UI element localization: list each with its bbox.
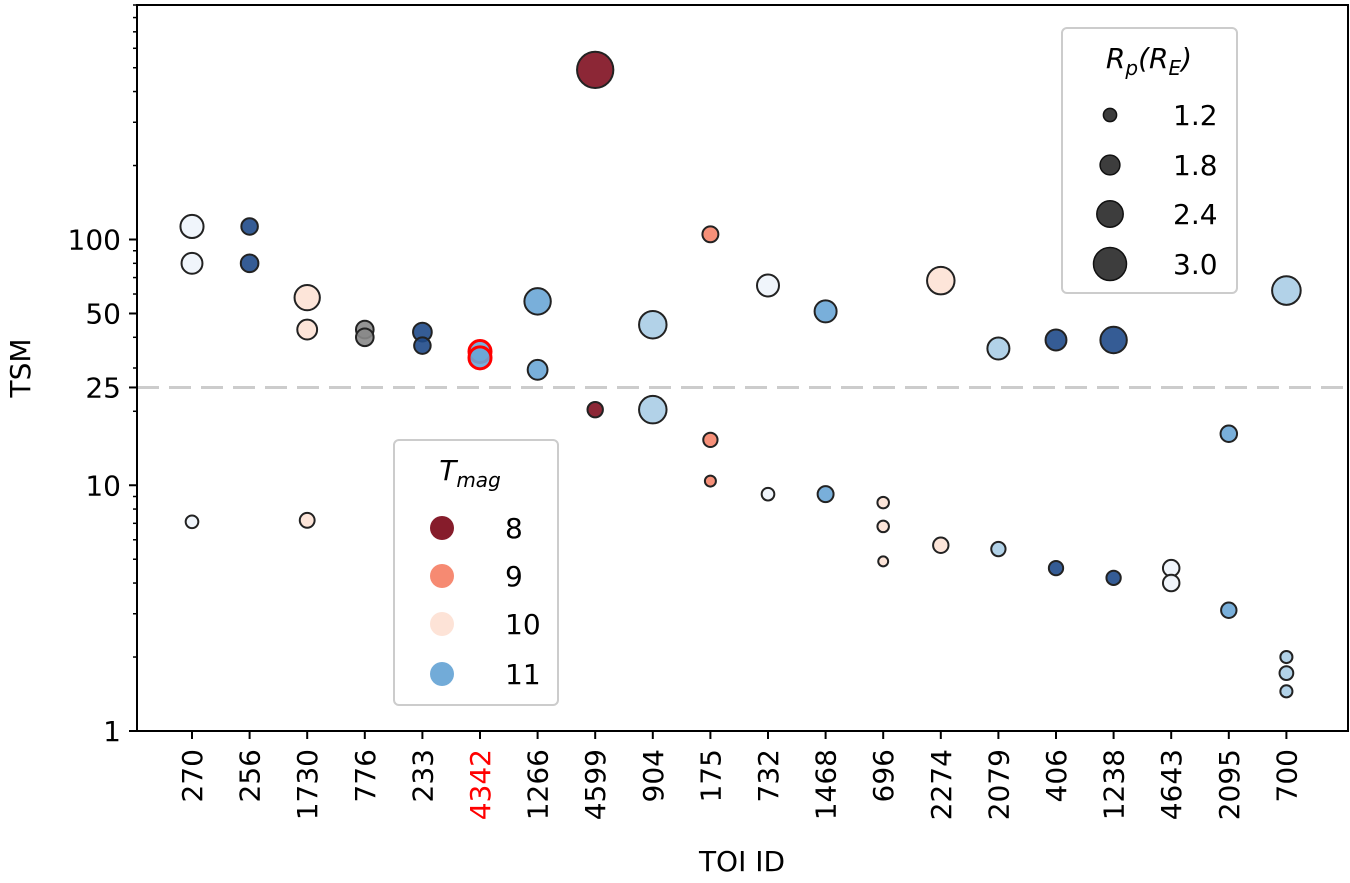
x-tick-label-175: 175	[694, 749, 727, 802]
data-point-toi-270	[180, 251, 204, 275]
data-point-toi-233	[413, 336, 432, 355]
legend-rp-title: Rp(RE)	[1106, 42, 1192, 80]
data-point-toi-175	[701, 225, 720, 244]
x-tick-label-233: 233	[406, 749, 439, 802]
legend-rp-label: 1.2	[1173, 99, 1218, 132]
legend-tmag-marker	[430, 564, 454, 588]
legend-tmag-marker	[430, 516, 454, 540]
legend-rp-marker	[1092, 246, 1128, 282]
data-point-toi-1730	[296, 318, 319, 341]
legend-tmag-label: 10	[505, 608, 541, 641]
legend-rp-label: 2.4	[1173, 198, 1218, 231]
data-point-toi-1238	[1105, 569, 1122, 586]
data-point-toi-2079	[986, 336, 1011, 361]
data-point-toi-1730	[298, 511, 316, 529]
data-point-toi-700	[1279, 649, 1294, 665]
legend-tmag-entries: 8 9 10 11	[430, 512, 541, 691]
y-axis-label: TSM	[4, 338, 37, 398]
data-points	[179, 50, 1302, 699]
y-tick-label: 10	[85, 469, 121, 502]
y-tick-label: 25	[85, 371, 121, 404]
data-point-toi-2274	[926, 265, 956, 296]
x-tick-label-406: 406	[1040, 749, 1073, 802]
x-tick-label-256: 256	[234, 749, 267, 802]
y-tick-label: 50	[85, 297, 121, 330]
x-tick-label-700: 700	[1270, 749, 1303, 802]
data-point-toi-732	[756, 273, 780, 298]
data-point-toi-270	[179, 213, 205, 240]
plot-frame	[136, 4, 1349, 732]
legend-planet-radius: Rp(RE) 1.2 1.8 2.4 3.0	[1061, 27, 1238, 294]
legend-tmag-marker	[430, 662, 454, 686]
data-point-toi-270	[184, 514, 200, 530]
data-point-toi-175	[702, 431, 719, 449]
legend-tmag-title: Tmag	[439, 454, 501, 492]
legend-rp-marker	[1096, 200, 1124, 228]
data-point-toi-406	[1044, 328, 1068, 352]
data-point-toi-1468	[816, 485, 835, 504]
data-point-toi-732	[760, 486, 776, 502]
data-point-toi-4342	[467, 345, 493, 371]
data-point-toi-700	[1271, 275, 1302, 306]
x-tick-label-2079: 2079	[982, 749, 1015, 820]
data-point-toi-696	[876, 519, 890, 534]
legend-tmag-label: 9	[505, 560, 523, 593]
data-point-toi-1266	[523, 287, 552, 316]
data-point-toi-1468	[813, 299, 838, 324]
data-point-toi-696	[877, 555, 890, 568]
legend-rp-entries: 1.2 1.8 2.4 3.0	[1092, 99, 1218, 282]
legend-rp-label: 3.0	[1173, 248, 1218, 281]
data-point-toi-696	[876, 495, 890, 510]
x-tick-label-904: 904	[637, 749, 670, 802]
data-point-toi-175	[703, 474, 717, 488]
data-point-toi-2079	[990, 540, 1007, 558]
x-ticks: 270 256 1730 776 233 4342 1266 4599 904 175 732 146…	[176, 731, 1303, 820]
x-tick-label-4643: 4643	[1155, 749, 1188, 820]
legend-tmag: Tmag 8 9 10 11	[393, 439, 559, 706]
legend-tmag-box	[393, 439, 559, 706]
data-point-toi-904	[638, 309, 668, 340]
data-point-toi-2274	[932, 536, 950, 554]
legend-rp-marker	[1102, 107, 1118, 123]
data-point-toi-1730	[293, 283, 321, 312]
data-point-toi-904	[638, 394, 668, 425]
x-tick-label-4342: 4342	[464, 749, 497, 820]
x-tick-label-2095: 2095	[1213, 749, 1246, 820]
x-tick-label-270: 270	[176, 749, 209, 802]
x-tick-label-1238: 1238	[1098, 749, 1131, 820]
data-point-toi-4599	[576, 50, 615, 90]
legend-tmag-label: 8	[505, 512, 523, 545]
x-tick-label-1468: 1468	[810, 749, 843, 820]
x-tick-label-1730: 1730	[291, 749, 324, 820]
data-point-toi-1238	[1099, 325, 1128, 355]
y-tick-label: 100	[68, 224, 121, 257]
data-point-toi-4599	[586, 400, 604, 419]
data-point-toi-700	[1278, 665, 1295, 681]
legend-tmag-marker	[430, 612, 454, 636]
x-tick-label-2274: 2274	[925, 749, 958, 820]
data-point-toi-406	[1047, 559, 1065, 577]
x-tick-label-4599: 4599	[579, 749, 612, 820]
data-point-toi-256	[239, 253, 260, 274]
data-point-toi-1266	[526, 358, 549, 381]
legend-rp-marker	[1099, 154, 1121, 176]
x-tick-label-776: 776	[349, 749, 382, 802]
y-tick-label: 1	[103, 715, 121, 748]
data-point-toi-4643	[1161, 573, 1181, 593]
legend-tmag-label: 11	[505, 658, 541, 691]
data-point-toi-2095	[1219, 424, 1239, 444]
x-tick-label-732: 732	[752, 749, 785, 802]
x-tick-label-1266: 1266	[522, 749, 555, 820]
data-point-toi-2095	[1220, 601, 1238, 619]
data-point-toi-776	[355, 327, 375, 348]
data-point-toi-700	[1279, 684, 1294, 699]
data-point-toi-256	[240, 217, 259, 236]
y-ticks: 1 10 25 50 100	[68, 4, 137, 748]
x-tick-label-696: 696	[867, 749, 900, 802]
legend-rp-label: 1.8	[1173, 149, 1218, 182]
x-axis-label: TOI ID	[698, 845, 785, 878]
